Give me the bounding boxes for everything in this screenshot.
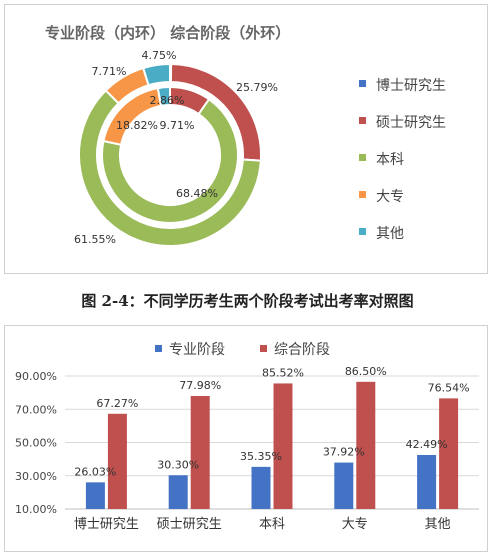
bar-chart-panel: 专业阶段 综合阶段 10.00% 30.00% 50.00% 70.00% 90.00% … <box>4 325 488 552</box>
inner-ring-data-label: 18.82% <box>116 119 158 132</box>
bar-comprehensive <box>273 383 293 509</box>
legend-item-label: 综合阶段 <box>274 342 330 358</box>
legend-swatch <box>359 191 366 198</box>
inner-ring-data-label: 68.48% <box>176 187 218 200</box>
legend-swatch <box>260 345 267 352</box>
chart-title: 专业阶段（内环） 综合阶段（外环） <box>45 24 290 42</box>
bar-professional <box>417 454 437 509</box>
legend-swatch <box>155 345 162 352</box>
legend-item-label: 硕士研究生 <box>376 115 446 131</box>
doughnut-chart-panel: 专业阶段（内环） 综合阶段（外环） 9.71% 68.48% 18.82% 2.86%… <box>4 4 488 274</box>
x-tick-label: 博士研究生 <box>74 517 139 532</box>
x-tick-label: 硕士研究生 <box>157 517 222 532</box>
x-tick-label: 大专 <box>342 517 368 532</box>
bar-data-label: 77.98% <box>179 379 221 392</box>
inner-ring-data-label: 9.71% <box>160 119 195 132</box>
bar-data-label: 37.92% <box>323 446 365 459</box>
bar-data-label: 85.52% <box>262 366 304 379</box>
x-tick-label: 其他 <box>425 517 451 532</box>
bar-chart: 专业阶段 综合阶段 10.00%30.00%50.00%70.00%90.00% … <box>15 342 479 532</box>
outer-ring-slice-2 <box>78 89 262 247</box>
outer-ring-data-label: 25.79% <box>236 81 278 94</box>
outer-ring-data-label: 7.71% <box>92 65 127 78</box>
figure-caption: 图 2-4：不同学历考生两个阶段考试出考率对照图 <box>81 292 414 310</box>
bar-comprehensive <box>356 381 376 509</box>
outer-ring-slice-4 <box>141 62 171 87</box>
bar-data-label: 86.50% <box>345 365 387 378</box>
doughnut-chart: 专业阶段（内环） 综合阶段（外环） 9.71% 68.48% 18.82% 2.86%… <box>45 24 446 247</box>
bar-data-label: 76.54% <box>428 381 470 394</box>
legend-item-label: 本科 <box>376 152 404 168</box>
outer-ring-data-label: 61.55% <box>74 233 116 246</box>
y-tick-label: 30.00% <box>15 470 57 483</box>
legend-item-label: 大专 <box>376 189 404 205</box>
legend-swatch <box>359 117 366 124</box>
legend-item-label: 专业阶段 <box>169 342 225 358</box>
bar-professional <box>334 462 354 509</box>
bar-comprehensive <box>190 395 210 509</box>
bar-data-label: 42.49% <box>406 438 448 451</box>
inner-ring-data-label: 2.86% <box>150 94 185 107</box>
legend-item-label: 博士研究生 <box>376 77 446 94</box>
bar-comprehensive <box>107 413 127 509</box>
legend-item-label: 其他 <box>376 226 404 242</box>
y-tick-label: 70.00% <box>15 403 57 416</box>
y-tick-label: 10.00% <box>15 503 57 516</box>
bar-data-label: 26.03% <box>74 465 116 478</box>
outer-ring-data-label: 4.75% <box>142 49 177 62</box>
bar-data-label: 30.30% <box>157 458 199 471</box>
y-tick-label: 90.00% <box>15 370 57 383</box>
bar-comprehensive <box>439 398 459 509</box>
inner-ring-slice-2 <box>101 97 239 224</box>
bar-professional <box>85 482 105 509</box>
x-tick-label: 本科 <box>259 517 285 532</box>
legend-swatch <box>359 154 366 161</box>
bar-professional <box>251 466 271 509</box>
bar-data-label: 35.35% <box>240 450 282 463</box>
legend-swatch <box>359 80 366 87</box>
legend-swatch <box>359 228 366 235</box>
bar-professional <box>168 475 188 509</box>
bar-data-label: 67.27% <box>96 397 138 410</box>
inner-ring-slice-4 <box>156 85 171 107</box>
y-tick-label: 50.00% <box>15 437 57 450</box>
